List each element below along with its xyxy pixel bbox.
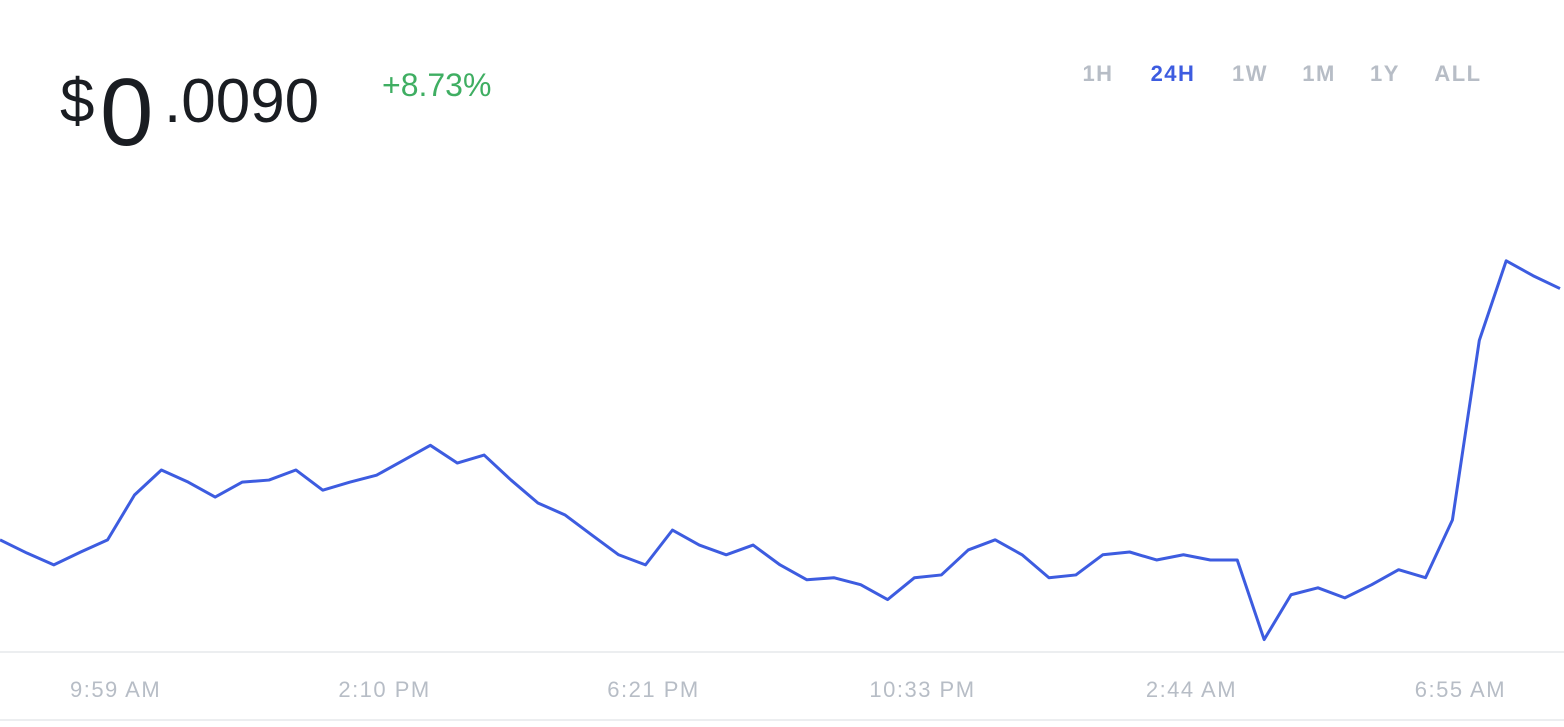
price-change: +8.73% <box>382 67 491 103</box>
x-tick-label: 9:59 AM <box>70 677 161 702</box>
currency: $ <box>60 67 94 136</box>
x-tick-label: 2:44 AM <box>1146 677 1237 702</box>
x-tick-label: 2:10 PM <box>338 677 430 702</box>
range-button[interactable]: ALL <box>1434 61 1481 86</box>
price-line <box>0 259 1561 642</box>
price-fraction: .0090 <box>164 67 319 136</box>
range-button[interactable]: 24H <box>1151 61 1196 86</box>
x-tick-label: 6:55 AM <box>1415 677 1506 702</box>
x-tick-label: 10:33 PM <box>869 677 975 702</box>
price-integer: 0 <box>100 59 153 166</box>
range-button[interactable]: 1M <box>1302 61 1336 86</box>
range-button[interactable]: 1W <box>1232 61 1268 86</box>
range-button[interactable]: 1H <box>1082 61 1113 86</box>
x-tick-label: 6:21 PM <box>607 677 699 702</box>
range-button[interactable]: 1Y <box>1370 61 1400 86</box>
